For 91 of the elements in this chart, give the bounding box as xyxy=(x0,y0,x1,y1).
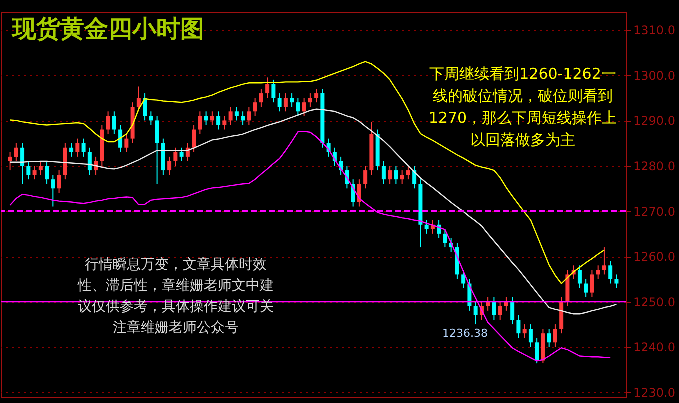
candlestick xyxy=(241,111,246,126)
candlestick xyxy=(253,98,258,117)
annotation: 线的破位情况，破位则看到 xyxy=(433,87,613,105)
candlestick xyxy=(474,301,478,326)
candlestick xyxy=(290,93,294,108)
candlestick xyxy=(278,93,282,112)
candlestick xyxy=(8,152,12,172)
candlestick xyxy=(266,77,270,99)
candlestick xyxy=(498,301,502,320)
candlestick xyxy=(136,86,141,112)
candlestick xyxy=(553,324,558,348)
annotation: 下周继续看到1260-1262一 xyxy=(430,65,616,83)
y-tick-label: 1310.0 xyxy=(634,24,676,38)
y-tick-label: 1270.0 xyxy=(634,204,676,219)
candlestick xyxy=(528,324,533,348)
candlestick xyxy=(82,138,86,158)
candlestick xyxy=(143,93,148,122)
candlestick xyxy=(180,147,184,162)
y-tick-label: 1230.0 xyxy=(634,386,676,400)
annotation: 1236.38 xyxy=(442,327,488,340)
y-tick-label: 1290.0 xyxy=(634,114,676,128)
annotation: 议仅供参考，具体操作建议可关 xyxy=(78,299,274,315)
candlestick xyxy=(216,111,221,130)
candlestick xyxy=(247,106,252,126)
candlestick xyxy=(192,124,196,153)
candlestick xyxy=(388,166,392,185)
annotation: 1270，那么下周短线操作上 xyxy=(428,109,618,127)
candlestick xyxy=(38,160,43,176)
candlestick xyxy=(155,116,160,185)
candlestick xyxy=(308,93,312,108)
candlestick xyxy=(118,124,123,153)
candlestick xyxy=(590,270,594,298)
candlestick xyxy=(51,174,56,208)
candlestick xyxy=(26,160,31,180)
candlestick xyxy=(149,111,154,126)
candlestick xyxy=(492,296,496,320)
candlestick xyxy=(112,111,116,135)
candlestick xyxy=(302,98,306,117)
candlestick xyxy=(424,220,429,234)
candlestick xyxy=(32,166,37,180)
y-tick-label: 1300.0 xyxy=(634,68,676,83)
annotation: 性、滞后性，章维姗老师文中建 xyxy=(77,278,274,294)
candlestick xyxy=(614,274,619,289)
candlestick xyxy=(14,142,18,162)
candlestick xyxy=(535,338,540,364)
y-tick-label: 1250.0 xyxy=(634,295,676,310)
y-tick-label: 1280.0 xyxy=(634,160,676,174)
candlestick xyxy=(547,328,552,348)
candlestick xyxy=(198,111,202,135)
candlestick xyxy=(522,324,527,339)
candlestick xyxy=(284,93,288,112)
candlestick xyxy=(400,170,404,185)
candlestick xyxy=(296,98,300,117)
candlestick xyxy=(45,160,50,185)
candlestick xyxy=(272,79,276,104)
candlestick xyxy=(76,138,80,158)
candlestick xyxy=(364,166,368,190)
candlestick xyxy=(106,111,110,135)
candlestick xyxy=(259,88,264,108)
candlestick xyxy=(124,134,129,153)
candlestick xyxy=(516,314,521,339)
candlestick xyxy=(314,88,319,104)
candlestick xyxy=(462,270,466,289)
candlestick xyxy=(578,265,582,289)
candlestick xyxy=(394,166,398,185)
candlestick xyxy=(20,142,25,185)
candlestick xyxy=(70,142,74,158)
candlestick xyxy=(602,247,606,276)
candlestick xyxy=(382,160,386,185)
candlestick xyxy=(88,147,92,176)
candlestick xyxy=(168,156,172,176)
candlestick xyxy=(234,106,239,122)
y-tick-label: 1260.0 xyxy=(634,250,676,264)
candlestick xyxy=(210,111,214,126)
candlestick xyxy=(174,147,178,166)
annotation: 以回落做多为主 xyxy=(470,131,576,149)
candlestick xyxy=(510,296,515,326)
annotation: 注章维姗老师公众号 xyxy=(113,320,239,336)
candlestick xyxy=(57,170,62,194)
candlestick xyxy=(584,278,588,298)
candlestick xyxy=(608,260,613,284)
y-tick-label: 1240.0 xyxy=(634,340,676,355)
candlestick xyxy=(406,166,410,180)
candlestick xyxy=(596,265,600,280)
candlestick xyxy=(228,106,233,126)
candlestick xyxy=(222,116,227,130)
line-series xyxy=(10,108,618,315)
annotation: 行情瞬息万变，文章具体时效 xyxy=(85,257,267,273)
candlestick xyxy=(204,111,208,126)
chart-title: 现货黄金四小时图 xyxy=(11,15,204,43)
candlestick xyxy=(443,228,448,248)
